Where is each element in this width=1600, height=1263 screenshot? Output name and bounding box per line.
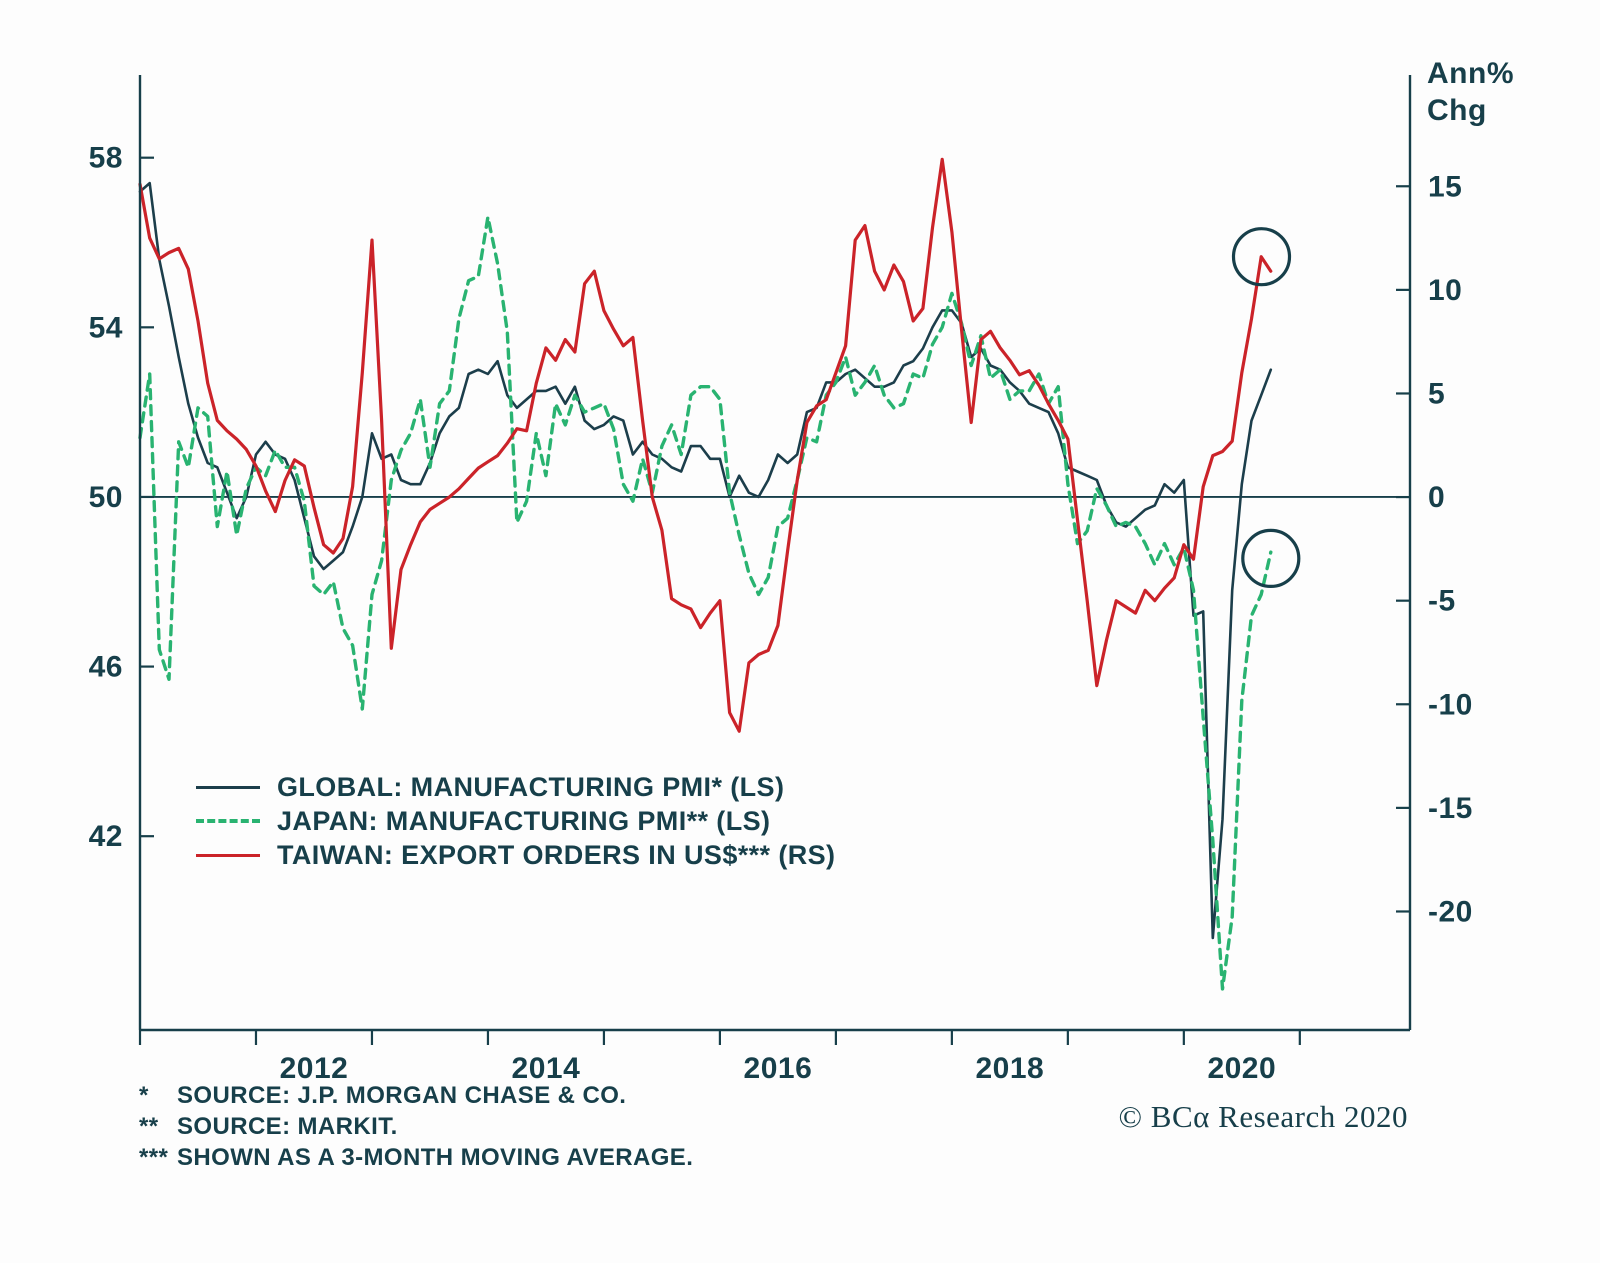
right-axis-tick-label: -10 [1428, 688, 1473, 721]
left-axis-tick-label: 54 [89, 311, 123, 344]
legend-label-japan: JAPAN: MANUFACTURING PMI** (LS) [277, 805, 771, 836]
footnotes: * SOURCE: J.P. MORGAN CHASE & CO. ** SOURC… [139, 1080, 693, 1173]
right-axis-tick-label: -15 [1428, 792, 1473, 825]
right-axis-title-line2: Chg [1427, 94, 1487, 127]
left-axis-tick-label: 46 [89, 651, 123, 684]
legend-label-taiwan: TAIWAN: EXPORT ORDERS IN US$*** (RS) [277, 839, 836, 870]
x-axis-year-label: 2016 [744, 1052, 813, 1085]
right-axis-tick-label: 5 [1428, 377, 1445, 410]
series-line-taiwan [138, 157, 1273, 733]
series-line-global [138, 181, 1273, 940]
x-axis-year-label: 2014 [512, 1052, 581, 1085]
legend-swatch-taiwan-line [196, 853, 260, 857]
right-axis-title-line1: Ann% [1427, 57, 1514, 90]
footnote-text: SOURCE: MARKIT. [177, 1113, 398, 1140]
legend-item-global: GLOBAL: MANUFACTURING PMI* (LS) [196, 770, 835, 804]
legend-item-taiwan: TAIWAN: EXPORT ORDERS IN US$*** (RS) [196, 838, 835, 872]
series-line-japan [138, 215, 1273, 991]
highlight-circle-japan [1241, 528, 1301, 589]
footnote-source-markit: ** SOURCE: MARKIT. [139, 1111, 693, 1142]
footnote-text: SOURCE: J.P. MORGAN CHASE & CO. [177, 1082, 627, 1109]
footnote-marker: * [139, 1082, 149, 1109]
footnote-source-jpm: * SOURCE: J.P. MORGAN CHASE & CO. [139, 1080, 693, 1111]
right-axis-tick-label: 10 [1428, 274, 1462, 307]
x-axis-year-label: 2012 [280, 1052, 349, 1085]
footnote-moving-average: *** SHOWN AS A 3-MONTH MOVING AVERAGE. [139, 1142, 693, 1173]
copyright-notice: © BCα Research 2020 [1118, 1099, 1408, 1134]
right-axis-tick-label: 15 [1428, 170, 1462, 203]
left-axis-tick-label: 58 [89, 142, 123, 175]
footnote-marker: ** [139, 1113, 159, 1140]
left-axis-tick-label: 42 [89, 820, 123, 853]
right-axis-tick-label: -5 [1428, 585, 1456, 618]
x-axis-year-label: 2018 [975, 1052, 1044, 1085]
right-axis-tick-label: 0 [1428, 481, 1445, 514]
x-axis-year-label: 2020 [1207, 1052, 1276, 1085]
legend: GLOBAL: MANUFACTURING PMI* (LS) JAPAN: M… [196, 770, 835, 872]
right-axis-tick-label: -20 [1428, 895, 1473, 928]
legend-item-japan: JAPAN: MANUFACTURING PMI** (LS) [196, 804, 835, 838]
legend-swatch-global-line [196, 785, 260, 789]
footnote-text: SHOWN AS A 3-MONTH MOVING AVERAGE. [177, 1144, 694, 1171]
legend-swatch-japan-line [196, 819, 260, 823]
footnote-marker: *** [139, 1144, 169, 1171]
legend-label-global: GLOBAL: MANUFACTURING PMI* (LS) [277, 771, 785, 802]
right-axis-title: Ann% Chg [1427, 55, 1514, 129]
left-axis-tick-label: 50 [89, 481, 123, 514]
highlight-circle-taiwan [1231, 227, 1292, 287]
